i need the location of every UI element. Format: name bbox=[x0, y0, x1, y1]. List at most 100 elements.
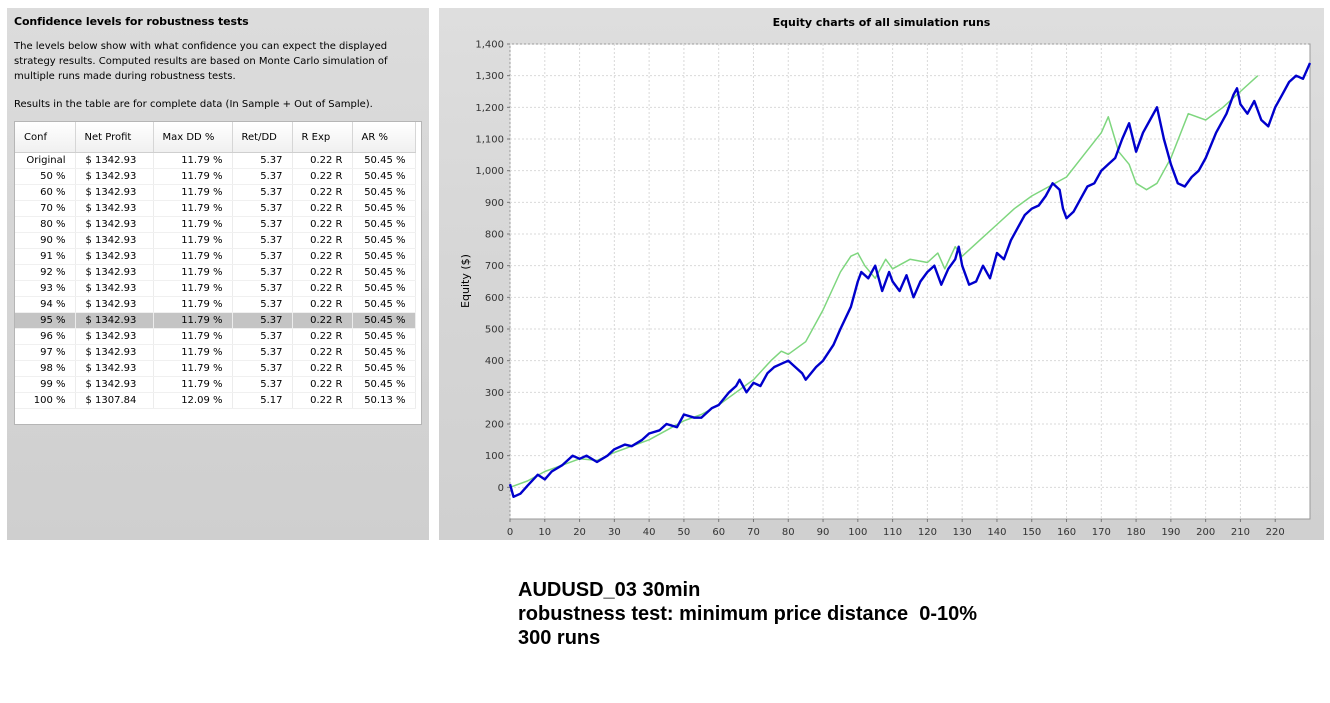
cell-ar: 50.45 % bbox=[352, 296, 416, 313]
x-tick-label: 130 bbox=[953, 527, 972, 538]
table-row[interactable]: 91 % $ 1342.93 11.79 % 5.37 0.22 R 50.45 % bbox=[15, 248, 416, 265]
cell-conf: 70 % bbox=[15, 200, 76, 217]
cell-conf: 99 % bbox=[15, 376, 76, 393]
axes: 0 10 20 30 40 50 60 70 80 90 100 110 120 130 140 150 160… bbox=[475, 40, 1284, 539]
x-tick-label: 10 bbox=[538, 527, 551, 538]
y-tick-label: 600 bbox=[485, 293, 504, 304]
table-row[interactable]: 98 % $ 1342.93 11.79 % 5.37 0.22 R 50.45 % bbox=[15, 360, 416, 377]
cell-ar: 50.45 % bbox=[352, 152, 416, 169]
cell-max-dd: 11.79 % bbox=[153, 200, 233, 217]
cell-ret-dd: 5.37 bbox=[232, 360, 293, 377]
cell-net-profit: $ 1342.93 bbox=[75, 376, 154, 393]
table-row[interactable]: 70 % $ 1342.93 11.79 % 5.37 0.22 R 50.45 % bbox=[15, 200, 416, 217]
cell-r-exp: 0.22 R bbox=[292, 248, 353, 265]
caption-line-1: AUDUSD_03 30min bbox=[518, 579, 701, 601]
cell-conf: 80 % bbox=[15, 216, 76, 233]
cell-net-profit: $ 1342.93 bbox=[75, 216, 154, 233]
x-tick-label: 160 bbox=[1057, 527, 1076, 538]
y-tick-label: 1,000 bbox=[475, 166, 504, 177]
cell-ar: 50.45 % bbox=[352, 168, 416, 185]
cell-r-exp: 0.22 R bbox=[292, 360, 353, 377]
cell-conf: 60 % bbox=[15, 184, 76, 201]
cell-max-dd: 11.79 % bbox=[153, 216, 233, 233]
equity-line-1 bbox=[509, 75, 1259, 489]
cell-ret-dd: 5.37 bbox=[232, 216, 293, 233]
cell-ar: 50.45 % bbox=[352, 216, 416, 233]
cell-max-dd: 11.79 % bbox=[153, 232, 233, 249]
y-tick-label: 200 bbox=[485, 420, 504, 431]
table-row[interactable]: 60 % $ 1342.93 11.79 % 5.37 0.22 R 50.45 % bbox=[15, 184, 416, 201]
cell-ret-dd: 5.37 bbox=[232, 152, 293, 169]
cell-ret-dd: 5.17 bbox=[232, 392, 293, 409]
column-header-max-dd[interactable]: Max DD % bbox=[153, 122, 233, 153]
cell-ar: 50.45 % bbox=[352, 376, 416, 393]
cell-max-dd: 11.79 % bbox=[153, 184, 233, 201]
x-tick-label: 80 bbox=[782, 527, 795, 538]
table-header-row: Conf Net Profit Max DD % Ret/DD R Exp AR… bbox=[15, 122, 416, 153]
table-row[interactable]: 100 % $ 1307.84 12.09 % 5.17 0.22 R 50.13 % bbox=[15, 392, 416, 409]
table-row[interactable]: 80 % $ 1342.93 11.79 % 5.37 0.22 R 50.45 % bbox=[15, 216, 416, 233]
column-header-r-exp[interactable]: R Exp bbox=[292, 122, 353, 153]
cell-conf: 93 % bbox=[15, 280, 76, 297]
table-row[interactable]: 93 % $ 1342.93 11.79 % 5.37 0.22 R 50.45 % bbox=[15, 280, 416, 297]
table-row[interactable]: 99 % $ 1342.93 11.79 % 5.37 0.22 R 50.45 % bbox=[15, 376, 416, 393]
y-tick-label: 500 bbox=[485, 325, 504, 336]
cell-max-dd: 11.79 % bbox=[153, 328, 233, 345]
table-row[interactable]: 95 % $ 1342.93 11.79 % 5.37 0.22 R 50.45 % bbox=[15, 312, 416, 329]
y-tick-label: 900 bbox=[485, 198, 504, 209]
column-header-net-profit[interactable]: Net Profit bbox=[75, 122, 154, 153]
column-header-ret-dd[interactable]: Ret/DD bbox=[232, 122, 293, 153]
cell-conf: 100 % bbox=[15, 392, 76, 409]
cell-max-dd: 11.79 % bbox=[153, 152, 233, 169]
cell-conf: 95 % bbox=[15, 312, 76, 329]
cell-ar: 50.45 % bbox=[352, 264, 416, 281]
caption: AUDUSD_03 30min robustness test: minimum… bbox=[518, 578, 977, 650]
cell-max-dd: 11.79 % bbox=[153, 344, 233, 361]
table-row[interactable]: 96 % $ 1342.93 11.79 % 5.37 0.22 R 50.45 % bbox=[15, 328, 416, 345]
cell-conf: 91 % bbox=[15, 248, 76, 265]
cell-ar: 50.45 % bbox=[352, 312, 416, 329]
cell-net-profit: $ 1307.84 bbox=[75, 392, 154, 409]
cell-r-exp: 0.22 R bbox=[292, 200, 353, 217]
table-row[interactable]: 94 % $ 1342.93 11.79 % 5.37 0.22 R 50.45 % bbox=[15, 296, 416, 313]
cell-ar: 50.45 % bbox=[352, 280, 416, 297]
cell-ret-dd: 5.37 bbox=[232, 232, 293, 249]
cell-conf: 98 % bbox=[15, 360, 76, 377]
x-tick-label: 40 bbox=[643, 527, 656, 538]
cell-max-dd: 11.79 % bbox=[153, 264, 233, 281]
x-tick-label: 140 bbox=[987, 527, 1006, 538]
cell-ret-dd: 5.37 bbox=[232, 296, 293, 313]
cell-ar: 50.13 % bbox=[352, 392, 416, 409]
cell-net-profit: $ 1342.93 bbox=[75, 296, 154, 313]
table-row[interactable]: 90 % $ 1342.93 11.79 % 5.37 0.22 R 50.45 % bbox=[15, 232, 416, 249]
y-tick-label: 300 bbox=[485, 388, 504, 399]
table-row[interactable]: Original $ 1342.93 11.79 % 5.37 0.22 R 50.45 … bbox=[15, 152, 416, 169]
table-row[interactable]: 97 % $ 1342.93 11.79 % 5.37 0.22 R 50.45 % bbox=[15, 344, 416, 361]
y-tick-label: 1,200 bbox=[475, 103, 504, 114]
cell-r-exp: 0.22 R bbox=[292, 184, 353, 201]
cell-net-profit: $ 1342.93 bbox=[75, 152, 154, 169]
caption-line-3: 300 runs bbox=[518, 627, 601, 649]
confidence-levels-panel: Confidence levels for robustness tests T… bbox=[7, 8, 429, 540]
column-header-conf[interactable]: Conf bbox=[15, 122, 76, 153]
cell-ar: 50.45 % bbox=[352, 184, 416, 201]
cell-net-profit: $ 1342.93 bbox=[75, 232, 154, 249]
x-tick-label: 30 bbox=[608, 527, 621, 538]
cell-conf: 96 % bbox=[15, 328, 76, 345]
panel-description: The levels below show with what confiden… bbox=[14, 41, 388, 82]
table-row[interactable]: 92 % $ 1342.93 11.79 % 5.37 0.22 R 50.45 % bbox=[15, 264, 416, 281]
cell-r-exp: 0.22 R bbox=[292, 392, 353, 409]
table-row[interactable]: 50 % $ 1342.93 11.79 % 5.37 0.22 R 50.45 % bbox=[15, 168, 416, 185]
cell-ret-dd: 5.37 bbox=[232, 280, 293, 297]
cell-ar: 50.45 % bbox=[352, 344, 416, 361]
column-header-ar[interactable]: AR % bbox=[352, 122, 416, 153]
cell-max-dd: 11.79 % bbox=[153, 248, 233, 265]
y-tick-label: 400 bbox=[485, 356, 504, 367]
x-tick-label: 180 bbox=[1127, 527, 1146, 538]
cell-max-dd: 11.79 % bbox=[153, 280, 233, 297]
x-tick-label: 190 bbox=[1161, 527, 1180, 538]
cell-net-profit: $ 1342.93 bbox=[75, 360, 154, 377]
y-tick-label: 800 bbox=[485, 230, 504, 241]
cell-max-dd: 11.79 % bbox=[153, 360, 233, 377]
cell-net-profit: $ 1342.93 bbox=[75, 344, 154, 361]
